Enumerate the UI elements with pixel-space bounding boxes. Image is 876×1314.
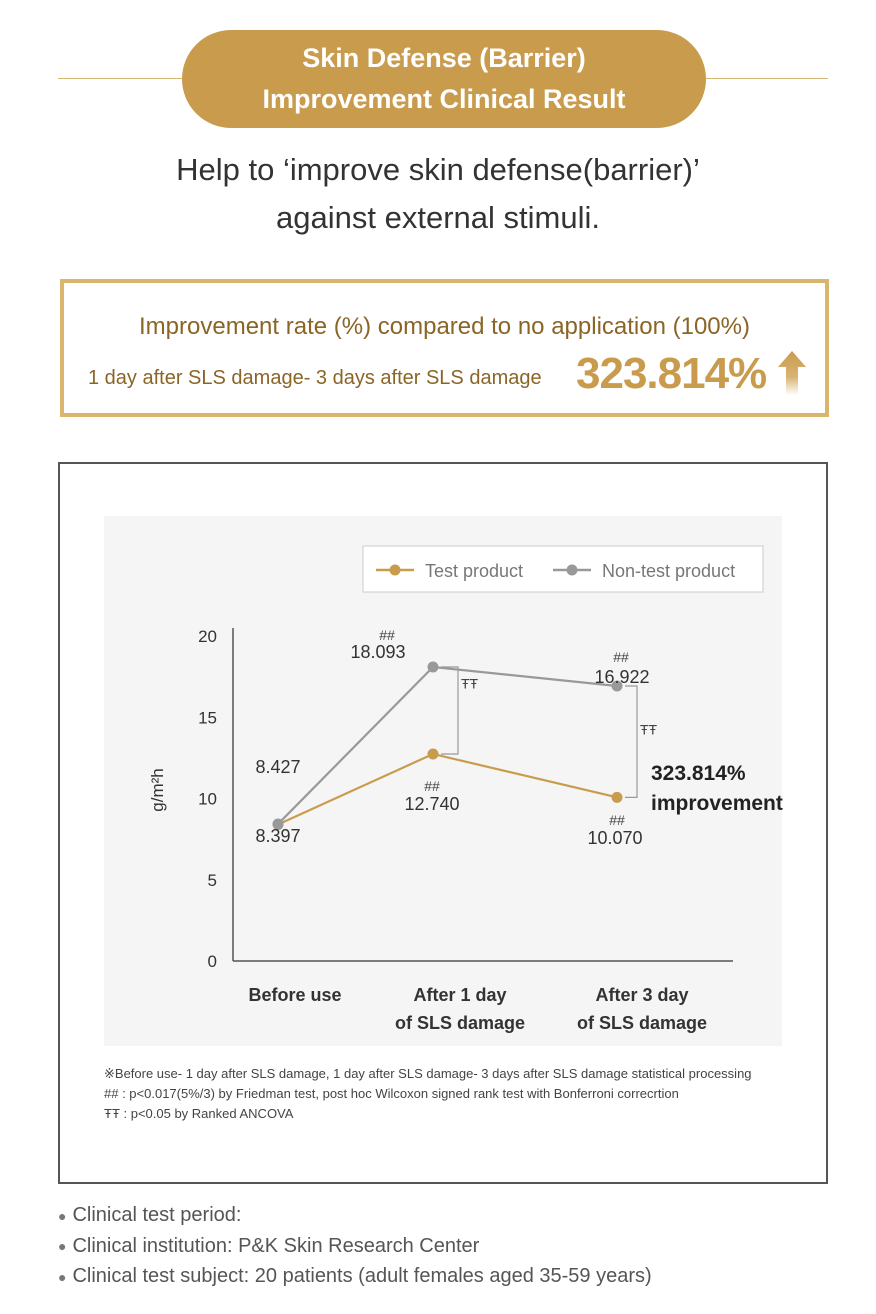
legend-label: Test product xyxy=(425,561,523,581)
footnote-2: ## : p<0.017(5%/3) by Friedman test, pos… xyxy=(104,1086,679,1101)
data-label: 8.397 xyxy=(255,826,300,846)
significance-marker: ## xyxy=(613,649,629,665)
legend-swatch-marker xyxy=(389,564,401,576)
data-point xyxy=(611,680,623,692)
data-label: 18.093 xyxy=(350,642,405,662)
data-label: 10.070 xyxy=(587,828,642,848)
improvement-rate-box: Improvement rate (%) compared to no appl… xyxy=(60,279,829,417)
x-tick-label: of SLS damage xyxy=(577,1013,707,1033)
data-label: 12.740 xyxy=(404,794,459,814)
y-tick-label: 10 xyxy=(198,790,217,809)
significance-marker: ## xyxy=(609,812,625,828)
x-tick-label: Before use xyxy=(248,985,341,1005)
subtitle-line-2: against external stimuli. xyxy=(276,200,600,235)
chart-annotation: improvement xyxy=(651,792,783,815)
significance-mark: ŦŦ xyxy=(640,722,658,738)
clinical-info-list: ● Clinical test period: ● Clinical institu… xyxy=(58,1200,652,1292)
bullet-icon: ● xyxy=(58,1269,67,1286)
x-tick-label: After 1 day xyxy=(413,985,506,1005)
title-badge: Skin Defense (Barrier) Improvement Clini… xyxy=(182,30,706,128)
improvement-rate-label: Improvement rate (%) compared to no appl… xyxy=(139,313,750,340)
clinical-period: Clinical test period: xyxy=(72,1204,242,1226)
data-label: 16.922 xyxy=(594,667,649,687)
up-arrow-icon xyxy=(778,351,806,395)
bullet-icon: ● xyxy=(58,1238,67,1255)
chart-annotation: 323.814% xyxy=(651,762,746,785)
footnote-3: ŦŦ : p<0.05 by Ranked ANCOVA xyxy=(104,1106,294,1121)
significance-marker: ## xyxy=(424,778,440,794)
x-tick-label: of SLS damage xyxy=(395,1013,525,1033)
chart-background xyxy=(104,516,782,1046)
y-axis-label: g/m²h xyxy=(148,768,167,811)
title-line-1: Skin Defense (Barrier) xyxy=(302,43,586,73)
legend-label: Non-test product xyxy=(602,561,735,581)
clinical-subject: Clinical test subject: 20 patients (adul… xyxy=(72,1265,652,1288)
clinical-institution: Clinical institution: P&K Skin Research … xyxy=(72,1234,480,1257)
clinical-info-item: ● Clinical institution: P&K Skin Research… xyxy=(58,1231,652,1262)
subtitle: Help to ‘improve skin defense(barrier)’ … xyxy=(0,146,876,242)
significance-marker: ## xyxy=(379,627,395,643)
x-tick-label: After 3 day xyxy=(595,985,688,1005)
legend-box xyxy=(362,545,764,593)
significance-bracket xyxy=(441,666,459,755)
bullet-icon: ● xyxy=(58,1207,67,1224)
chart-footnotes: ※Before use- 1 day after SLS damage, 1 d… xyxy=(104,1064,752,1124)
y-tick-label: 5 xyxy=(208,871,217,890)
legend-swatch-marker xyxy=(566,564,578,576)
data-point xyxy=(272,818,284,830)
y-tick-label: 20 xyxy=(198,627,217,646)
clinical-info-item: ● Clinical test period: xyxy=(58,1200,652,1231)
data-point xyxy=(427,748,439,760)
significance-bracket xyxy=(625,685,638,798)
y-tick-label: 0 xyxy=(208,952,217,971)
significance-mark: ŦŦ xyxy=(461,675,479,691)
improvement-period: 1 day after SLS damage- 3 days after SLS… xyxy=(88,367,542,389)
title-line-2: Improvement Clinical Result xyxy=(262,84,626,114)
y-tick-label: 15 xyxy=(198,708,217,727)
clinical-info-item: ● Clinical test subject: 20 patients (adu… xyxy=(58,1261,652,1292)
chart-frame xyxy=(58,462,828,1184)
improvement-value: 323.814% xyxy=(576,349,767,398)
footnote-1: ※Before use- 1 day after SLS damage, 1 d… xyxy=(104,1066,752,1081)
data-point xyxy=(427,661,439,673)
subtitle-line-1: Help to ‘improve skin defense(barrier)’ xyxy=(176,152,700,187)
data-label: 8.427 xyxy=(255,757,300,777)
data-point xyxy=(611,791,623,803)
